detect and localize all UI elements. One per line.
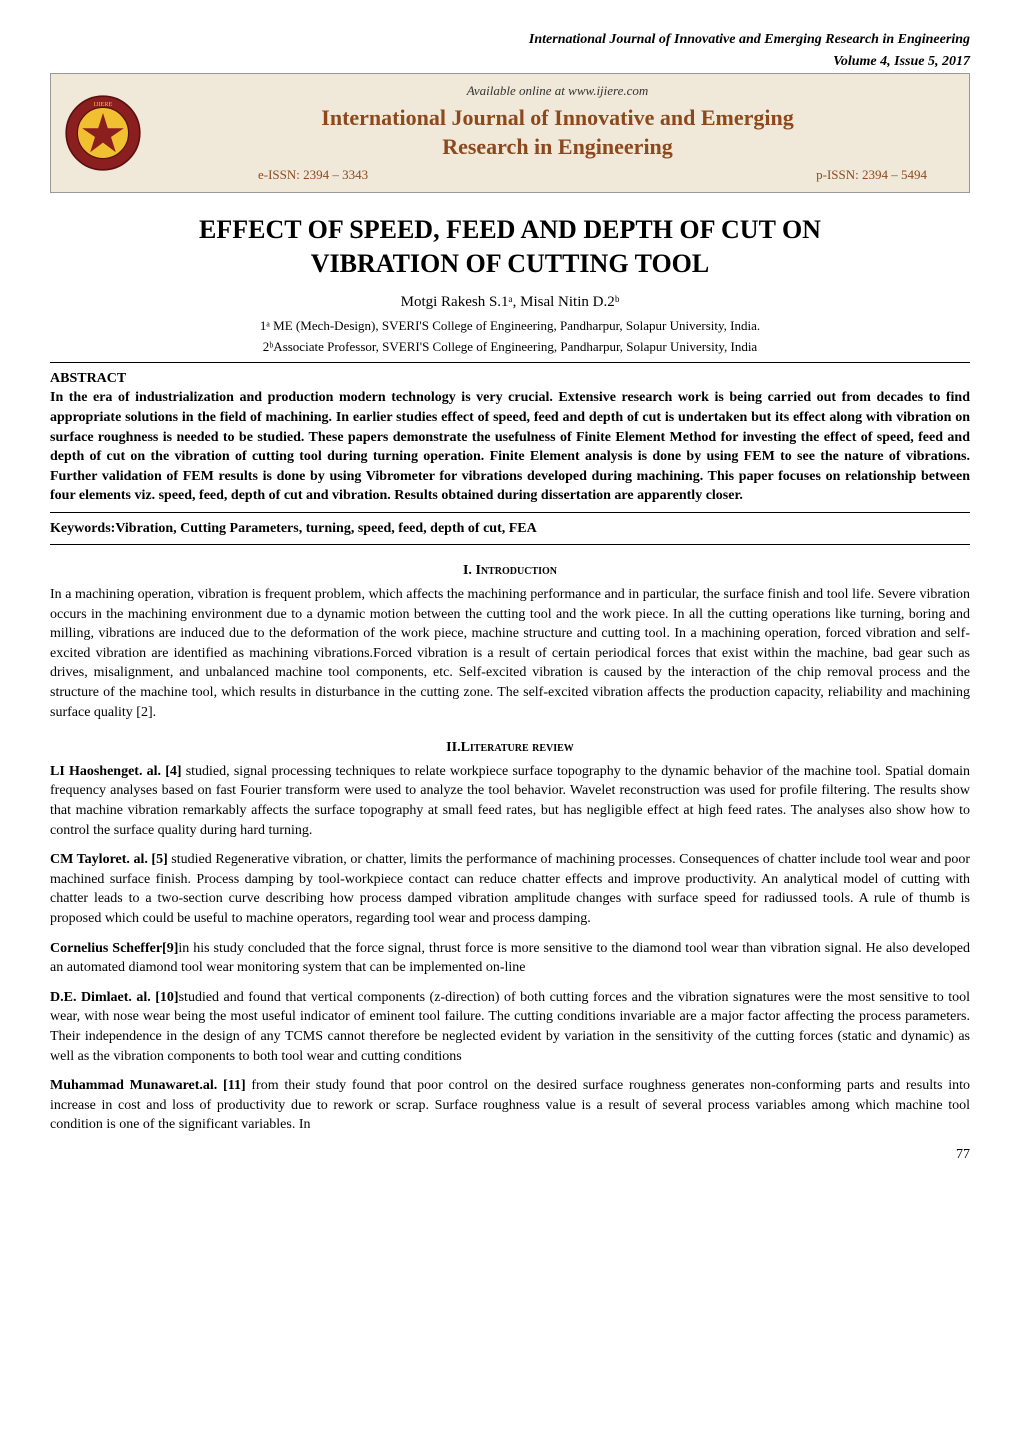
lit-author-1: LI Haoshenget. al. [4] xyxy=(50,764,182,779)
section-intro-heading: I. Introduction xyxy=(50,561,970,581)
journal-header-line1: International Journal of Innovative and … xyxy=(50,30,970,50)
lit-text-1: studied, signal processing techniques to… xyxy=(50,764,970,838)
lit-author-4: D.E. Dimlaet. al. [10] xyxy=(50,990,179,1005)
divider xyxy=(50,544,970,545)
svg-text:IJIERE: IJIERE xyxy=(94,101,113,108)
abstract-text: In the era of industrialization and prod… xyxy=(50,388,970,506)
lit-text-2: studied Regenerative vibration, or chatt… xyxy=(50,852,970,926)
authors: Motgi Rakesh S.1ᵃ, Misal Nitin D.2ᵇ xyxy=(50,292,970,313)
journal-name-line2: Research in Engineering xyxy=(158,133,957,162)
issn-row: e-ISSN: 2394 – 3343 p-ISSN: 2394 – 5494 xyxy=(158,166,957,184)
affiliation-2: 2ᵇAssociate Professor, SVERI'S College o… xyxy=(50,338,970,356)
lit-para-3: Cornelius Scheffer[9]in his study conclu… xyxy=(50,939,970,978)
p-issn: p-ISSN: 2394 – 5494 xyxy=(816,166,927,184)
section-lit-title: Literature review xyxy=(461,740,574,755)
e-issn: e-ISSN: 2394 – 3343 xyxy=(258,166,368,184)
lit-para-1: LI Haoshenget. al. [4] studied, signal p… xyxy=(50,762,970,840)
lit-author-3: Cornelius Scheffer[9] xyxy=(50,941,178,956)
section-intro-title: Introduction xyxy=(475,563,557,578)
intro-body: In a machining operation, vibration is f… xyxy=(50,585,970,722)
available-online-text: Available online at www.ijiere.com xyxy=(158,82,957,100)
lit-text-3: in his study concluded that the force si… xyxy=(50,941,970,976)
lit-text-4: studied and found that vertical componen… xyxy=(50,990,970,1064)
paper-title: EFFECT OF SPEED, FEED AND DEPTH OF CUT O… xyxy=(50,213,970,281)
section-lit-heading: II.Literature review xyxy=(50,738,970,758)
affiliation-1: 1ᵃ ME (Mech-Design), SVERI'S College of … xyxy=(50,317,970,335)
divider xyxy=(50,362,970,363)
keywords-label: Keywords: xyxy=(50,521,115,536)
lit-para-2: CM Tayloret. al. [5] studied Regenerativ… xyxy=(50,850,970,928)
keywords-line: Keywords:Vibration, Cutting Parameters, … xyxy=(50,519,970,539)
lit-author-2: CM Tayloret. al. [5] xyxy=(50,852,168,867)
page-number: 77 xyxy=(50,1145,970,1165)
section-lit-num: II. xyxy=(446,740,460,755)
title-line2: VIBRATION OF CUTTING TOOL xyxy=(50,247,970,281)
keywords-text: Vibration, Cutting Parameters, turning, … xyxy=(115,521,536,536)
journal-logo-icon: IJIERE xyxy=(63,93,143,173)
title-line1: EFFECT OF SPEED, FEED AND DEPTH OF CUT O… xyxy=(50,213,970,247)
journal-banner: IJIERE Available online at www.ijiere.co… xyxy=(50,73,970,193)
journal-header-line2: Volume 4, Issue 5, 2017 xyxy=(50,52,970,72)
lit-para-4: D.E. Dimlaet. al. [10]studied and found … xyxy=(50,988,970,1066)
divider xyxy=(50,512,970,513)
lit-author-5: Muhammad Munawaret.al. [11] xyxy=(50,1078,246,1093)
banner-text-block: Available online at www.ijiere.com Inter… xyxy=(158,82,957,184)
abstract-label: ABSTRACT xyxy=(50,369,970,389)
section-intro-num: I. xyxy=(463,563,472,578)
journal-name-line1: International Journal of Innovative and … xyxy=(158,104,957,133)
lit-para-5: Muhammad Munawaret.al. [11] from their s… xyxy=(50,1076,970,1135)
